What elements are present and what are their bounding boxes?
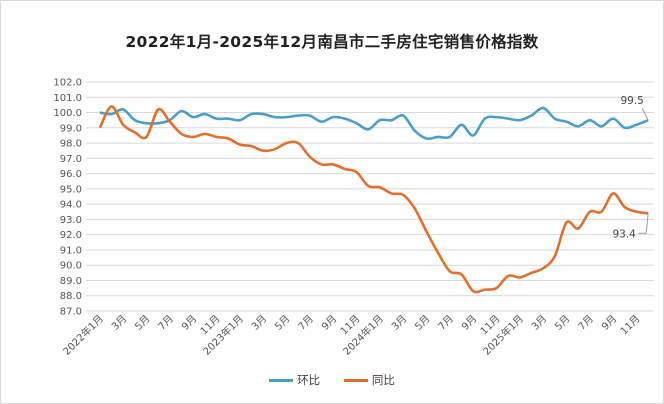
- legend-item-tongbi: 同比: [343, 372, 395, 388]
- x-tick-label: 3月: [249, 313, 269, 333]
- x-tick-label: 7月: [156, 313, 176, 333]
- y-tick-label: 97.0: [60, 154, 82, 165]
- label-leader: [641, 107, 649, 121]
- y-tick-label: 91.0: [60, 245, 82, 256]
- y-axis-ticks: 87.0 88.0 89.0 90.0 91.0 92.0 93.0 94.0 95.0 96.0…: [53, 78, 82, 318]
- x-tick-label: 9月: [599, 313, 619, 333]
- data-labels: 99.5 93.4: [612, 95, 649, 240]
- y-tick-label: 90.0: [60, 261, 82, 272]
- series-lines: [98, 105, 649, 294]
- x-tick-label: 5月: [413, 313, 433, 333]
- x-tick-label: 5月: [133, 313, 153, 333]
- legend-label-huanbi: 环比: [297, 373, 321, 387]
- x-tick-label: 9月: [459, 313, 479, 333]
- label-leader: [638, 213, 649, 234]
- y-tick-label: 87.0: [60, 307, 82, 318]
- series-line-0: [99, 106, 649, 141]
- x-tick-label: 7月: [296, 313, 316, 333]
- x-tick-label: 3月: [109, 313, 129, 333]
- legend: 环比 同比: [0, 372, 664, 388]
- legend-item-huanbi: 环比: [269, 372, 320, 388]
- y-tick-label: 96.0: [60, 169, 82, 180]
- x-tick-label: 3月: [389, 313, 409, 333]
- y-tick-label: 89.0: [60, 276, 82, 287]
- y-tick-label: 88.0: [60, 291, 82, 302]
- x-tick-label: 7月: [576, 313, 596, 333]
- y-tick-label: 98.0: [60, 139, 82, 150]
- y-tick-label: 93.0: [60, 215, 82, 226]
- x-tick-label: 5月: [273, 313, 293, 333]
- end-label-tongbi: 93.4: [612, 228, 636, 240]
- y-tick-label: 94.0: [60, 200, 82, 211]
- y-tick-label: 100.0: [53, 108, 82, 119]
- x-tick-label: 9月: [319, 313, 339, 333]
- y-tick-label: 99.0: [60, 123, 82, 134]
- end-label-huanbi: 99.5: [620, 95, 643, 107]
- x-tick-label: 7月: [436, 313, 456, 333]
- x-tick-label: 3月: [529, 313, 549, 333]
- y-tick-label: 92.0: [60, 230, 82, 241]
- x-tick-label: 2022年1月: [60, 312, 106, 358]
- y-tick-label: 102.0: [53, 78, 82, 89]
- legend-label-tongbi: 同比: [371, 373, 395, 387]
- chart-title: 2022年1月-2025年12月南昌市二手房住宅销售价格指数: [125, 33, 539, 51]
- x-tick-label: 5月: [553, 313, 573, 333]
- x-tick-label: 11月: [618, 313, 643, 338]
- legend-swatch-huanbi: [269, 379, 294, 382]
- gridlines: [86, 81, 654, 312]
- series-line-1: [98, 105, 649, 294]
- legend-swatch-tongbi: [343, 379, 368, 382]
- y-tick-label: 95.0: [60, 184, 82, 195]
- y-tick-label: 101.0: [53, 93, 82, 104]
- x-tick-label: 9月: [179, 313, 199, 333]
